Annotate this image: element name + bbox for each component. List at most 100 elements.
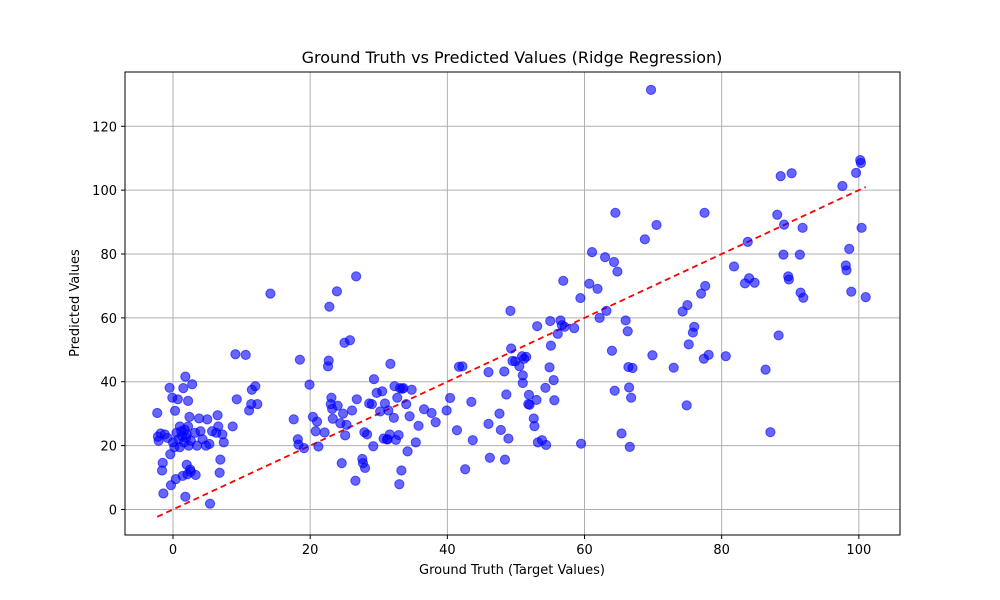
scatter-point (559, 321, 570, 332)
x-tick-label: 20 (302, 543, 319, 558)
scatter-point (441, 405, 452, 416)
scatter-point (503, 433, 514, 444)
scatter-point (647, 350, 658, 361)
scatter-point (337, 408, 349, 419)
scatter-point (326, 392, 337, 403)
scatter-point (506, 343, 517, 354)
scatter-point (310, 426, 321, 437)
scatter-point (180, 491, 191, 502)
scatter-point (699, 207, 710, 218)
scatter-point (846, 286, 857, 297)
scatter-point (265, 288, 276, 299)
scatter-point (575, 438, 587, 449)
scatter-point (298, 443, 310, 454)
scatter-point (383, 405, 394, 416)
scatter-point (351, 271, 362, 282)
y-tick-label: 40 (100, 376, 117, 391)
scatter-point (164, 382, 175, 393)
scatter-point (212, 410, 223, 421)
scatter-point (592, 283, 603, 294)
scatter-point (324, 301, 335, 312)
scatter-point (855, 157, 867, 169)
scatter-point (794, 249, 805, 260)
scatter-point (240, 349, 251, 361)
scatter-point (377, 386, 388, 397)
scatter-point (341, 419, 352, 430)
scatter-point (612, 266, 623, 277)
scatter-point (594, 312, 605, 323)
x-tick-label: 0 (169, 543, 177, 558)
scatter-point (368, 441, 379, 452)
scatter-point (778, 219, 790, 230)
scatter-point (529, 421, 540, 432)
scatter-point (152, 407, 163, 419)
scatter-point (514, 360, 525, 372)
scatter-point (760, 364, 771, 375)
scatter-point (332, 400, 343, 411)
scatter-point (703, 349, 714, 361)
scatter-point (157, 457, 168, 468)
scatter-point (626, 392, 637, 403)
scatter-point (319, 427, 330, 438)
scatter-point (158, 488, 169, 499)
x-axis-label: Ground Truth (Target Values) (419, 563, 605, 578)
scatter-point (483, 367, 494, 378)
scatter-point (182, 421, 194, 432)
scatter-point (856, 222, 867, 233)
scatter-point (467, 435, 478, 446)
scatter-point (645, 84, 657, 95)
scatter-point (404, 411, 415, 422)
scatter-point (609, 385, 620, 396)
scatter-point (720, 351, 731, 362)
y-tick-label: 60 (100, 312, 117, 327)
scatter-point (227, 421, 238, 432)
scatter-point (346, 405, 358, 416)
scatter-point (668, 362, 679, 373)
y-axis-ticks: 0 20 40 60 80 100 120 (92, 120, 125, 518)
scatter-point (505, 305, 516, 316)
scatter-point (190, 469, 201, 481)
scatter-point (368, 374, 380, 385)
scatter-point (430, 417, 441, 428)
scatter-point (180, 371, 191, 382)
scatter-point (184, 411, 195, 422)
scatter-point (331, 286, 343, 297)
scatter-point (182, 395, 194, 406)
scatter-point (214, 467, 225, 478)
scatter-point (608, 256, 620, 268)
scatter-point (569, 322, 580, 334)
scatter-point (426, 407, 437, 419)
scatter-point (484, 452, 495, 463)
scatter-point (775, 170, 786, 182)
scatter-point (549, 395, 560, 406)
scatter-point (362, 429, 373, 440)
scatter-point (683, 339, 694, 350)
scatter-point (215, 454, 226, 465)
x-tick-label: 80 (713, 543, 730, 558)
scatter-point (545, 340, 557, 351)
scatter-point (599, 252, 611, 263)
y-tick-label: 0 (109, 503, 117, 518)
scatter-point (413, 420, 424, 431)
scatter-point (483, 418, 494, 429)
scatter-point (193, 413, 205, 424)
x-tick-label: 40 (439, 543, 456, 558)
scatter-point (494, 408, 505, 419)
scatter-point (499, 454, 511, 465)
scatter-point (728, 261, 740, 272)
x-axis-ticks: 0 20 40 60 80 100 (169, 535, 871, 558)
scatter-point (394, 479, 405, 490)
scatter-point (541, 439, 552, 451)
scatter-point (681, 400, 692, 411)
scatter-point (230, 349, 241, 360)
scatter-point (202, 414, 213, 425)
scatter-point (783, 274, 794, 285)
scatter-point (778, 249, 789, 260)
scatter-point (444, 392, 456, 404)
scatter-point (620, 315, 631, 326)
scatter-point (682, 299, 693, 311)
scatter-point (639, 234, 650, 245)
y-tick-label: 80 (100, 248, 117, 263)
